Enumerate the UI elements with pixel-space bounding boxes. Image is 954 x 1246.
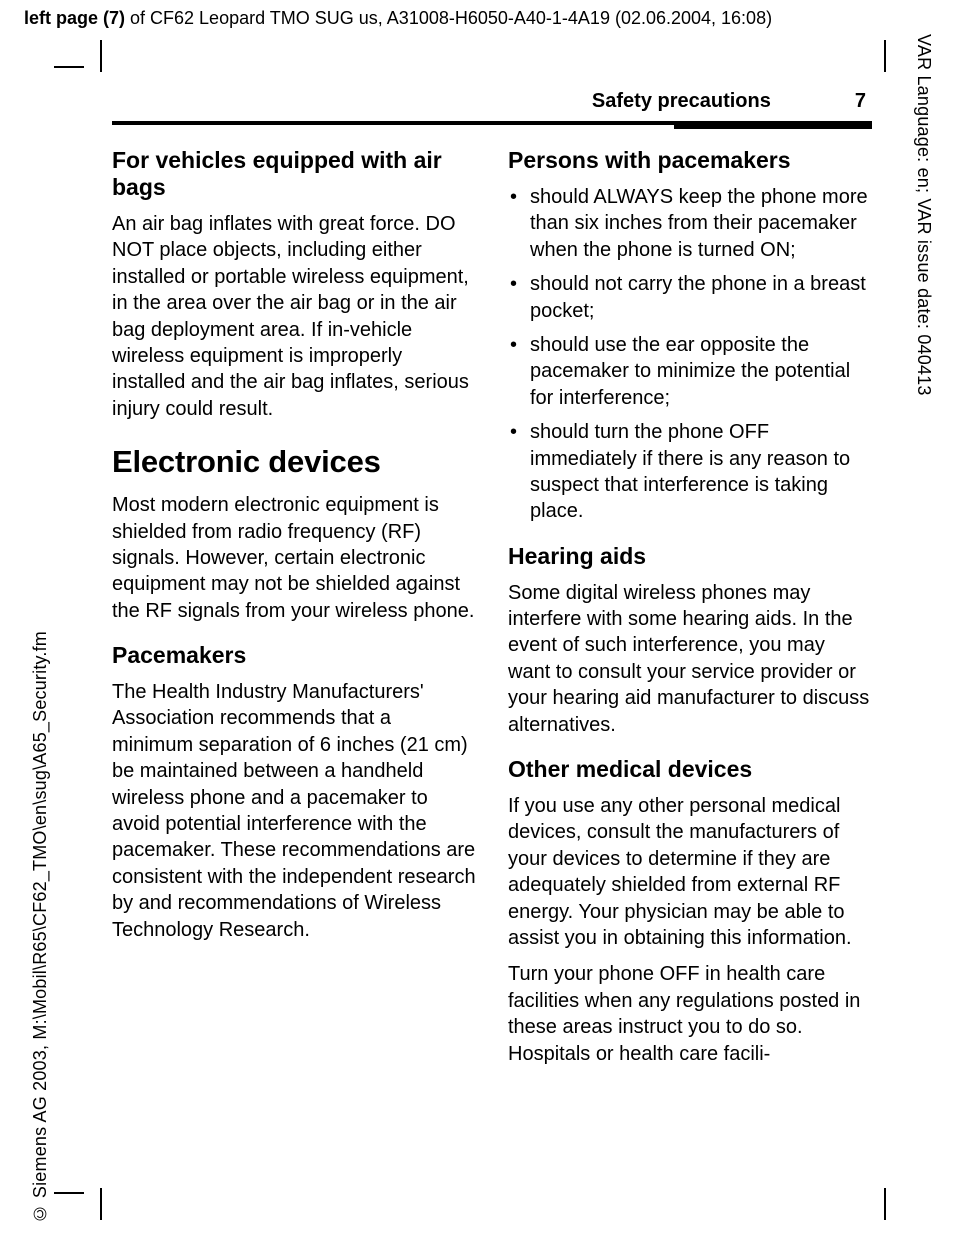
header-rule — [112, 121, 872, 125]
section-title: Safety precautions — [592, 90, 771, 113]
list-item: should use the ear opposite the pacemake… — [508, 332, 872, 411]
heading-pacemakers: Pacemakers — [112, 642, 476, 669]
paragraph-airbags: An air bag inflates with great force. DO… — [112, 211, 476, 422]
crop-mark — [100, 1188, 102, 1220]
crop-mark — [54, 66, 84, 68]
running-header: Safety precautions 7 — [112, 90, 872, 121]
paragraph-hearing: Some digital wireless phones may interfe… — [508, 580, 872, 738]
list-item: should not carry the phone in a breast p… — [508, 271, 872, 324]
side-note-left: © Siemens AG 2003, M:\Mobil\R65\CF62_TMO… — [30, 631, 51, 1224]
crop-mark — [54, 1192, 84, 1194]
heading-persons-pacemakers: Persons with pacemakers — [508, 147, 872, 174]
pacemaker-list: should ALWAYS keep the phone more than s… — [508, 184, 872, 525]
paragraph-other-2: Turn your phone OFF in health care facil… — [508, 961, 872, 1067]
page-number: 7 — [855, 90, 866, 113]
left-column: For vehicles equipped with air bags An a… — [112, 147, 476, 1077]
list-item: should ALWAYS keep the phone more than s… — [508, 184, 872, 263]
page-content: Safety precautions 7 For vehicles equipp… — [112, 90, 872, 1077]
side-note-right: VAR Language: en; VAR issue date: 040413 — [913, 34, 934, 396]
right-column: Persons with pacemakers should ALWAYS ke… — [508, 147, 872, 1077]
top-header: left page (7) of CF62 Leopard TMO SUG us… — [24, 8, 772, 29]
columns: For vehicles equipped with air bags An a… — [112, 147, 872, 1077]
paragraph-pacemakers: The Health Industry Manufacturers' Assoc… — [112, 679, 476, 943]
heading-electronic-devices: Electronic devices — [112, 444, 476, 480]
paragraph-electronic: Most modern electronic equipment is shie… — [112, 492, 476, 624]
crop-mark — [884, 1188, 886, 1220]
heading-airbags: For vehicles equipped with air bags — [112, 147, 476, 201]
crop-mark — [100, 40, 102, 72]
heading-other-medical: Other medical devices — [508, 756, 872, 783]
paragraph-other-1: If you use any other personal medical de… — [508, 793, 872, 951]
top-header-bold: left page (7) — [24, 8, 125, 28]
heading-hearing-aids: Hearing aids — [508, 543, 872, 570]
top-header-rest: of CF62 Leopard TMO SUG us, A31008-H6050… — [125, 8, 772, 28]
crop-mark — [884, 40, 886, 72]
list-item: should turn the phone OFF immediately if… — [508, 419, 872, 525]
